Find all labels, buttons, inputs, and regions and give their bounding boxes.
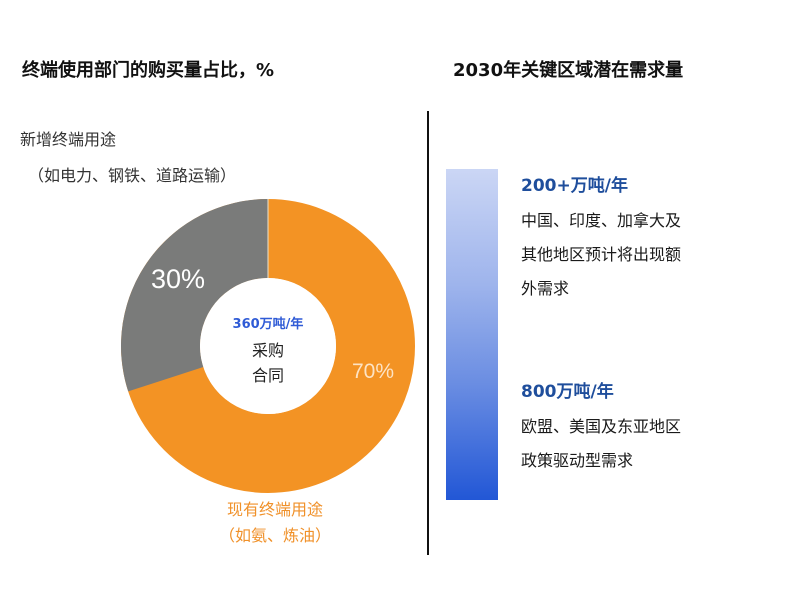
existing-use-line1: 现有终端用途 (226, 500, 323, 519)
demand-desc-2-line1: 欧盟、美国及东亚地区 (521, 417, 682, 436)
new-use-line2: （如电力、钢铁、道路运输） (28, 166, 237, 185)
demand-item-2: 800万吨/年 欧盟、美国及东亚地区 政策驱动型需求 (521, 380, 681, 478)
center-line2: 合同 (251, 366, 284, 385)
right-chart-title: 2030年关键区域潜在需求量 (453, 60, 684, 81)
new-use-label: 新增终端用途 （如电力、钢铁、道路运输） (20, 127, 236, 189)
demand-desc-1-line1: 中国、印度、加拿大及 (521, 211, 682, 230)
new-use-line1: 新增终端用途 (20, 130, 117, 149)
demand-item-1: 200+万吨/年 中国、印度、加拿大及 其他地区预计将出现额 外需求 (521, 174, 681, 306)
demand-gradient-bar (446, 169, 498, 500)
demand-desc-1-line3: 外需求 (521, 279, 570, 298)
new-use-percent: 30% (151, 264, 206, 294)
demand-desc-1-line2: 其他地区预计将出现额 (521, 245, 682, 264)
existing-use-line2: （如氨、炼油） (218, 526, 331, 545)
center-line1: 采购 (251, 341, 284, 360)
left-chart-title: 终端使用部门的购买量占比，% (22, 60, 275, 81)
donut-segment-new (121, 199, 268, 392)
demand-desc-2-line2: 政策驱动型需求 (521, 451, 634, 470)
center-value: 360万吨/年 (232, 317, 304, 332)
existing-use-label: 现有终端用途 （如氨、炼油） (210, 497, 340, 549)
existing-use-percent: 70% (352, 360, 395, 383)
donut-center-label: 360万吨/年 采购 合同 (208, 313, 328, 388)
panel-divider (427, 111, 429, 555)
donut-chart (121, 199, 415, 493)
demand-value-2: 800万吨/年 (521, 382, 614, 402)
demand-value-1: 200+万吨/年 (521, 176, 628, 196)
